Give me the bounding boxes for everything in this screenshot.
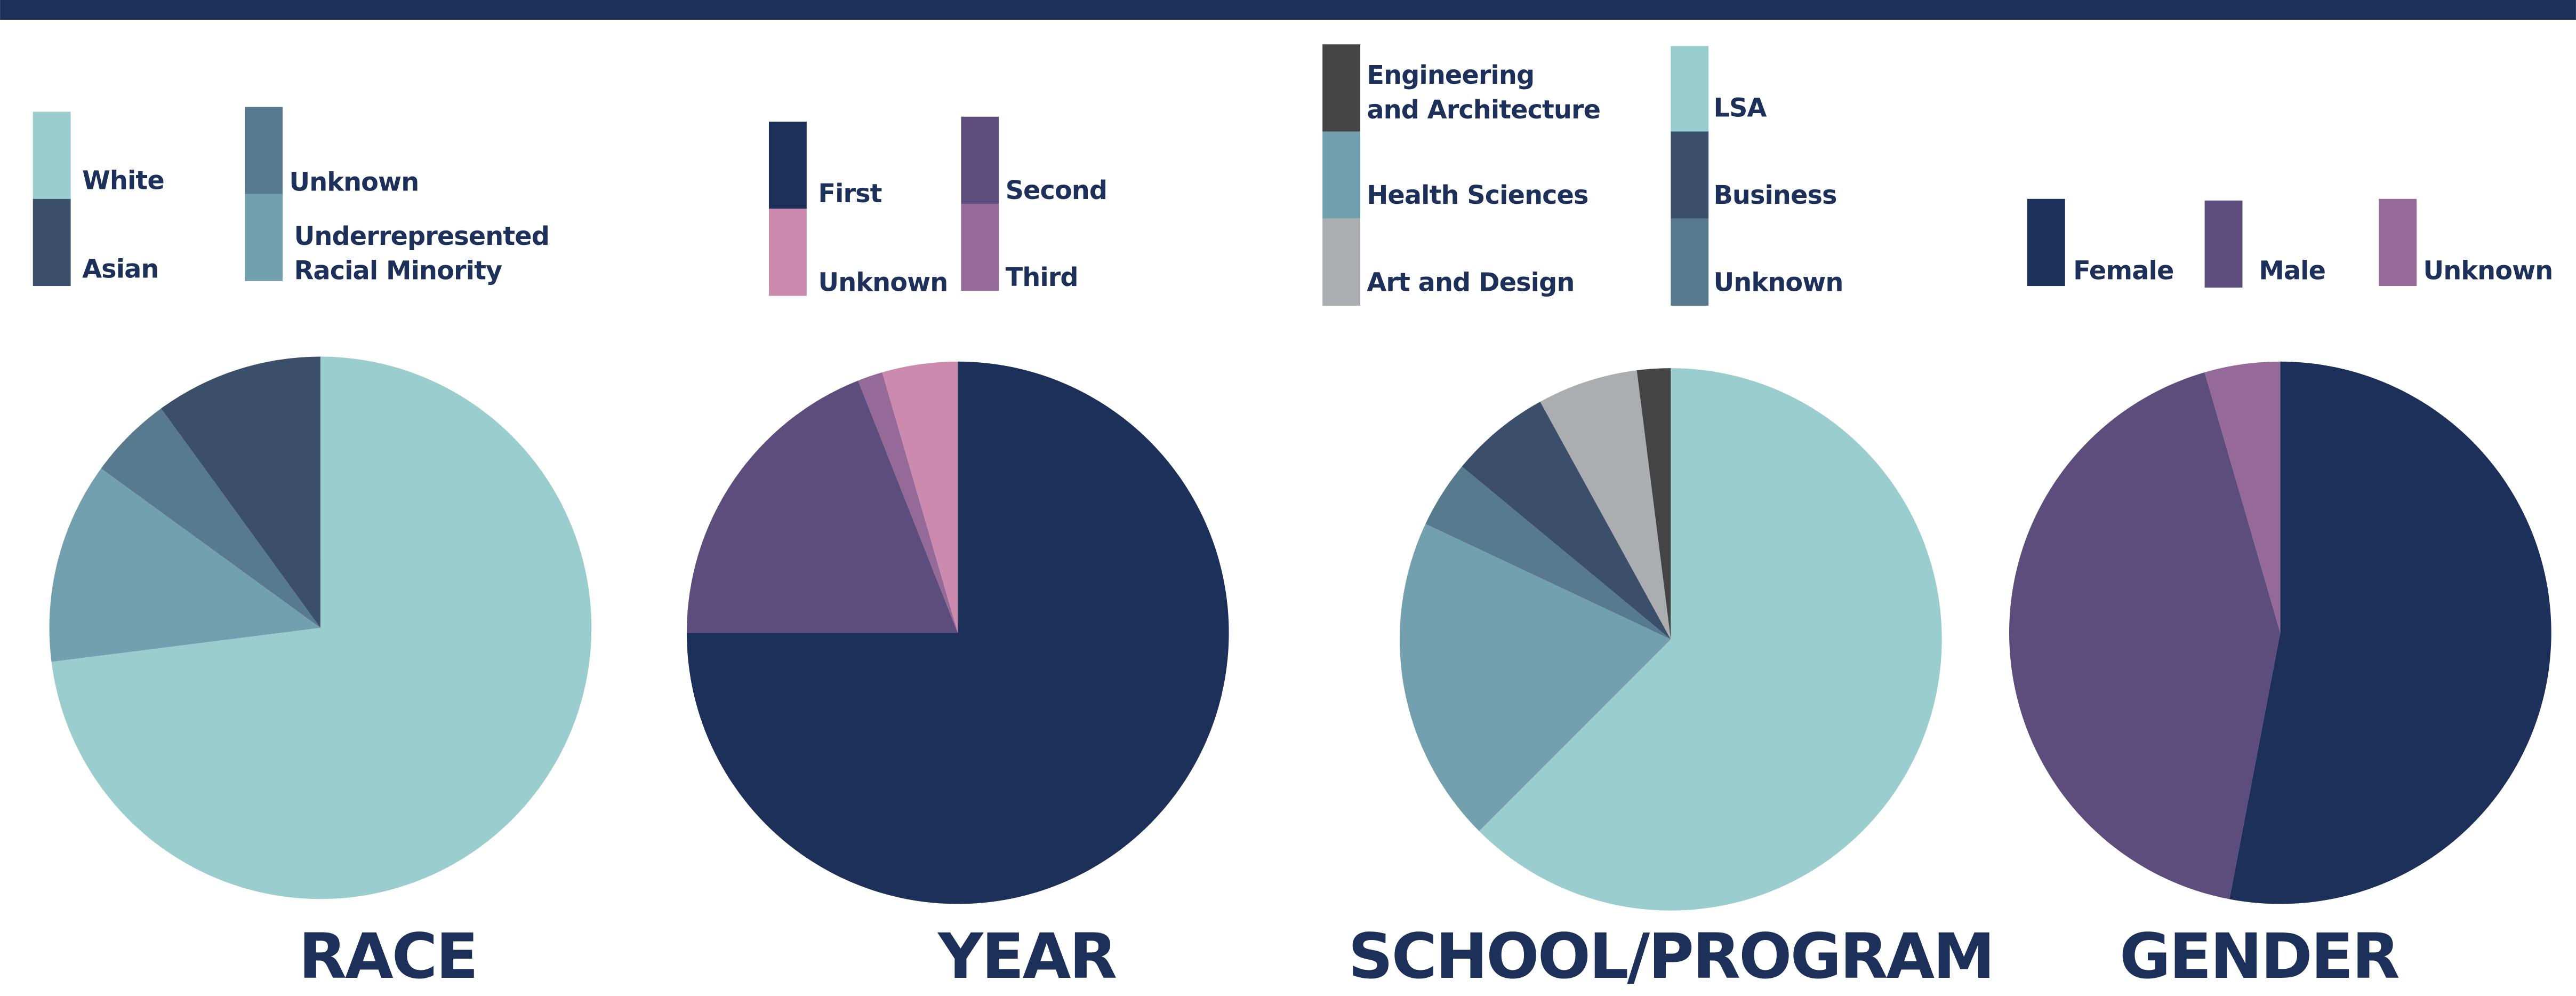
legend-swatch — [1322, 218, 1361, 306]
legend-label: Unknown — [1713, 268, 1843, 298]
pie-slice — [2204, 361, 2281, 633]
legend-swatch — [1322, 44, 1361, 132]
legend-label: Health Sciences — [1367, 180, 1588, 211]
legend-label-box: Female — [2073, 256, 2174, 286]
legend-swatch — [768, 121, 807, 209]
chart-title: SCHOOL/PROGRAM — [1348, 920, 1993, 993]
pie-slice — [49, 468, 320, 662]
legend-label: Unknown — [289, 168, 419, 197]
legend-label-box: Unknown — [1713, 268, 1843, 298]
legend-label: Unknown — [818, 268, 948, 298]
pie-slice — [2229, 361, 2551, 904]
legend-label-box: Business — [1713, 180, 1837, 211]
legend-swatch — [2204, 200, 2243, 288]
pie-slice — [1462, 401, 1671, 640]
legend-swatch — [1671, 131, 1709, 219]
legend-swatch — [2027, 198, 2065, 286]
legend-label-box: Asian — [82, 254, 159, 284]
legend-label: Male — [2259, 256, 2326, 286]
legend-swatch — [245, 194, 283, 281]
legend-label-box: Unknown — [289, 168, 419, 197]
legend-label: Female — [2073, 256, 2174, 286]
pie-slice — [2009, 372, 2281, 899]
pie-slice — [1399, 524, 1671, 831]
pie-slice — [882, 361, 958, 633]
pie-slice — [858, 372, 958, 633]
legend-label: LSA — [1713, 93, 1767, 124]
pie-slice — [161, 356, 320, 628]
legend-label: Asian — [82, 254, 159, 284]
pie-slice — [1540, 370, 1671, 640]
legend-swatch — [33, 198, 71, 286]
legend-label: Second — [1005, 176, 1108, 206]
legend-label-box: Third — [1005, 262, 1079, 293]
legend-label-box: Engineering and Architecture — [1367, 60, 1601, 125]
pie-slice — [1636, 368, 1671, 640]
legend-swatch — [768, 209, 807, 296]
legend-swatch — [1322, 131, 1361, 219]
pie-slice — [51, 356, 592, 899]
legend-label: Underrepresented Racial Minority — [294, 221, 550, 286]
top-bar — [0, 0, 2576, 20]
legend-label-box: First — [818, 179, 882, 209]
legend-label: Engineering and Architecture — [1367, 60, 1601, 125]
legend-swatch — [961, 116, 999, 204]
pie-slice — [686, 380, 958, 633]
legend-swatch — [1671, 46, 1709, 133]
legend-label: White — [82, 166, 165, 196]
chart-title: YEAR — [937, 920, 1116, 993]
legend-label-box: Art and Design — [1367, 268, 1575, 298]
legend-label: Art and Design — [1367, 268, 1575, 298]
legend-swatch — [2379, 198, 2417, 286]
legend-label-box: Unknown — [818, 268, 948, 298]
legend-label-box: Unknown — [2423, 256, 2553, 286]
legend-label-box: Underrepresented Racial Minority — [294, 221, 550, 286]
chart-title: RACE — [299, 920, 477, 993]
legend-swatch — [961, 204, 999, 291]
legend-label-box: LSA — [1713, 93, 1767, 124]
pie-slice — [101, 408, 320, 628]
pie-slice — [1479, 368, 1942, 911]
pie-slice — [1425, 466, 1671, 640]
legend-label: Third — [1005, 262, 1079, 293]
legend-label-box: White — [82, 166, 165, 196]
legend-label-box: Male — [2259, 256, 2326, 286]
legend-swatch — [245, 107, 283, 194]
legend-label: Unknown — [2423, 256, 2553, 286]
legend-label-box: Second — [1005, 176, 1108, 206]
legend-swatch — [1671, 218, 1709, 306]
legend-label-box: Health Sciences — [1367, 180, 1588, 211]
legend-swatch — [33, 111, 71, 199]
chart-title: GENDER — [2120, 920, 2399, 993]
legend-label: Business — [1713, 180, 1837, 211]
legend-label: First — [818, 179, 882, 209]
